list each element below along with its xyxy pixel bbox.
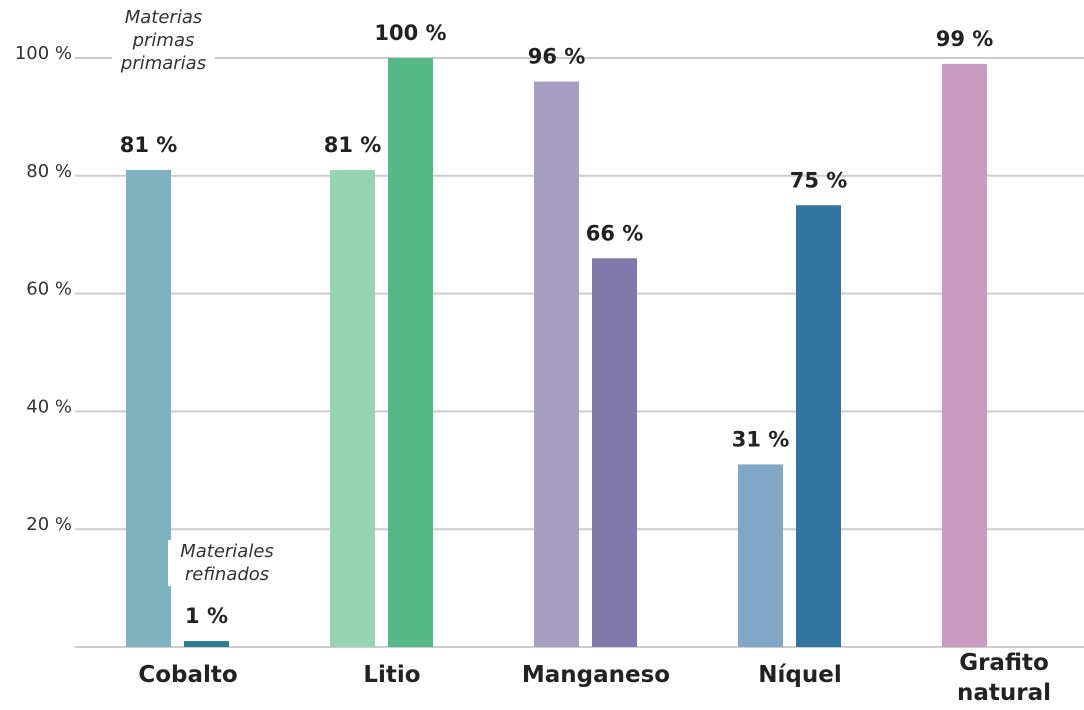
x-tick-label: Manganeso — [521, 662, 671, 688]
bar — [330, 169, 375, 647]
series-annotation: Materias primas primarias — [112, 6, 215, 75]
x-tick-label: Cobalto — [138, 662, 238, 688]
y-tick-label: 80 % — [26, 161, 72, 182]
bar — [796, 205, 841, 647]
value-label: 96 % — [528, 45, 586, 69]
y-tick-label: 60 % — [26, 279, 72, 300]
bar — [388, 58, 433, 647]
series-annotation: Materiales refinados — [168, 540, 286, 586]
bar — [534, 81, 579, 647]
bar — [942, 63, 987, 647]
value-label: 99 % — [936, 27, 994, 51]
bar — [738, 464, 783, 647]
bar — [184, 641, 229, 647]
bar — [126, 169, 171, 647]
y-tick-label: 40 % — [26, 396, 72, 417]
y-tick-label: 100 % — [15, 43, 72, 64]
value-label: 81 % — [120, 133, 178, 157]
value-label: 100 % — [374, 21, 446, 45]
value-label: 81 % — [324, 133, 382, 157]
x-tick-label: Grafito natural — [956, 650, 1051, 706]
x-tick-label: Níquel — [758, 662, 842, 688]
y-tick-label: 20 % — [26, 514, 72, 535]
value-label: 75 % — [790, 168, 848, 192]
value-label: 1 % — [185, 604, 228, 628]
x-tick-label: Litio — [363, 662, 421, 688]
bar — [592, 258, 637, 647]
value-label: 66 % — [586, 221, 644, 245]
value-label: 31 % — [732, 427, 790, 451]
